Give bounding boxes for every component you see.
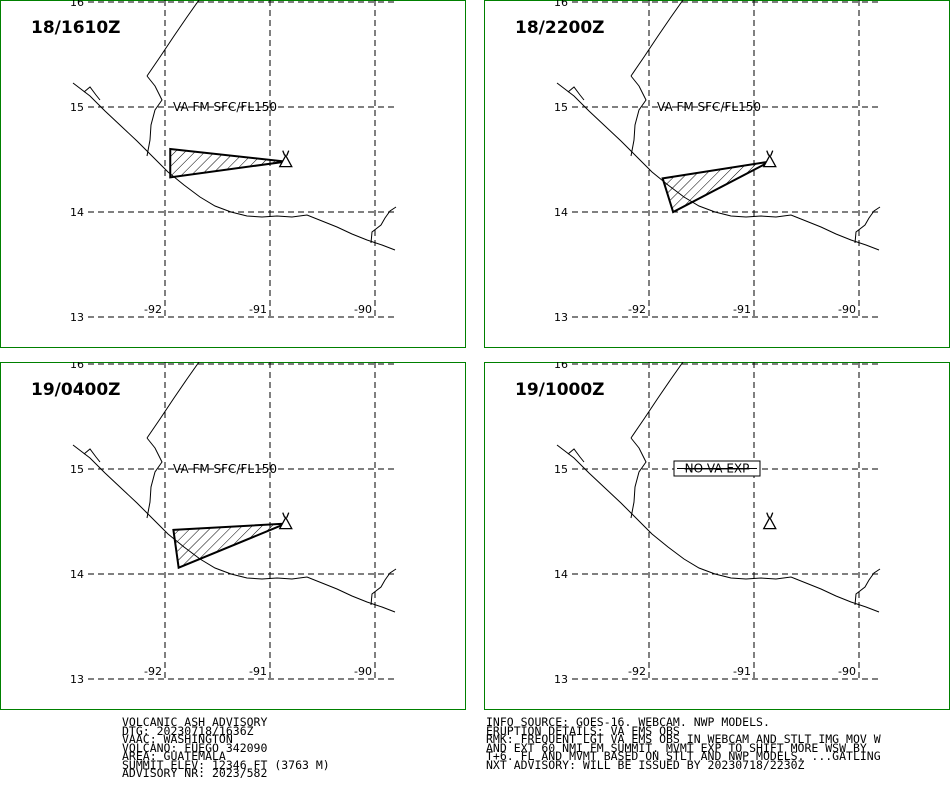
lat-label: 14 [70, 206, 84, 219]
lat-label: 13 [554, 311, 568, 324]
forecast-panel-1: 16 15 14 13 -92 -91 -90 VA FM SFC/FL150 18/1610Z [0, 0, 466, 348]
lon-label: -91 [733, 303, 751, 316]
advisory-remarks-block: INFO SOURCE: GOES-16. WEBCAM. NWP MODELS… [486, 715, 881, 772]
lat-label: 16 [70, 362, 84, 371]
lat-label: 15 [70, 463, 84, 476]
advisory-header-line: VOLCANIC ASH ADVISORY [122, 715, 268, 729]
advisory-header-line: VAAC: WASHINGTON [122, 732, 233, 746]
lon-label: -91 [249, 303, 267, 316]
coastline [556, 0, 881, 251]
advisory-header-block: VOLCANIC ASH ADVISORY DTG: 20230718/1636Z… [122, 715, 330, 780]
advisory-header-line: DTG: 20230718/1636Z [122, 723, 254, 738]
lat-label: 14 [554, 568, 568, 581]
panel-time-title: 18/2200Z [515, 18, 605, 38]
volcano-triangle-icon [278, 150, 293, 168]
coastline [72, 362, 397, 613]
advisory-remark-line: NXT ADVISORY: WILL BE ISSUED BY 20230718… [486, 757, 805, 772]
advisory-header-line: VOLCANO: FUEGO 342090 [122, 740, 268, 755]
lat-label: 13 [70, 311, 84, 324]
panel-time-title: 18/1610Z [31, 18, 121, 38]
lat-label: 13 [70, 673, 84, 686]
coastline [72, 0, 397, 251]
flight-level-label: VA FM SFC/FL150 [173, 462, 277, 476]
volcano-triangle-icon [762, 150, 777, 168]
panel-frame [0, 0, 466, 348]
forecast-panel-3: 16 15 14 13 -92 -91 -90 VA FM SFC/FL150 19/0400Z [0, 362, 466, 710]
advisory-header-line: ADVISORY NR: 2023/582 [122, 766, 268, 780]
coastline [556, 362, 881, 613]
panel-frame [0, 362, 466, 710]
lon-label: -90 [354, 665, 372, 678]
ash-cloud-polygon [661, 160, 771, 214]
lat-label: 14 [554, 206, 568, 219]
panel-frame [484, 362, 950, 710]
panel-time-title: 19/0400Z [31, 380, 121, 400]
advisory-remark-line: INFO SOURCE: GOES-16. WEBCAM. NWP MODELS… [486, 715, 770, 729]
advisory-remark-line: T+6. FL AND MVMT BASED ON STLT AND NWP M… [486, 749, 881, 763]
lon-label: -90 [838, 303, 856, 316]
advisory-header-line: AREA: GUATEMALA [122, 749, 226, 763]
lon-label: -90 [838, 665, 856, 678]
ash-cloud-polygon [169, 147, 286, 179]
lon-label: -92 [144, 665, 162, 678]
lat-label: 15 [70, 101, 84, 114]
panel-map: 16 15 14 13 -92 -91 -90 VA FM SFC/FL150 [0, 362, 466, 710]
panel-map: 16 15 14 13 -92 -91 -90 VA FM SFC/FL150 [484, 0, 950, 348]
advisory-remark-line: AND EXT 60 NMI FM SUMMIT. MVMT EXP TO SH… [486, 740, 867, 755]
lat-label: 14 [70, 568, 84, 581]
lon-label: -92 [144, 303, 162, 316]
lon-label: -91 [733, 665, 751, 678]
flight-level-label: VA FM SFC/FL150 [173, 100, 277, 114]
panel-map: 16 15 14 13 -92 -91 -90 VA FM SFC/FL150 [0, 0, 466, 348]
lon-label: -92 [628, 303, 646, 316]
ash-cloud-polygon [172, 522, 287, 570]
volcano-triangle-icon [762, 512, 777, 530]
flight-level-label: VA FM SFC/FL150 [657, 100, 761, 114]
lat-label: 16 [554, 362, 568, 371]
lat-label: 15 [554, 463, 568, 476]
volcano-triangle-icon [278, 512, 293, 530]
lat-lon-grid [572, 0, 882, 318]
panel-time-title: 19/1000Z [515, 380, 605, 400]
lat-label: 15 [554, 101, 568, 114]
advisory-remark-line: ERUPTION DETAILS: VA EMS OBS [486, 723, 680, 738]
forecast-panel-2: 16 15 14 13 -92 -91 -90 VA FM SFC/FL150 18/2200Z [484, 0, 950, 348]
lon-label: -90 [354, 303, 372, 316]
lon-label: -91 [249, 665, 267, 678]
lon-label: -92 [628, 665, 646, 678]
lat-label: 16 [70, 0, 84, 9]
lat-label: 13 [554, 673, 568, 686]
lat-label: 16 [554, 0, 568, 9]
lat-lon-grid [88, 362, 398, 680]
lat-lon-grid [88, 0, 398, 318]
forecast-panel-4: 16 15 14 13 -92 -91 -90 NO VA EXP 19/1000Z [484, 362, 950, 710]
advisory-header-line: SUMMIT ELEV: 12346 FT (3763 M) [122, 757, 330, 772]
lat-lon-grid [572, 362, 882, 680]
advisory-remark-line: RMK: FREQUENT LGT VA EMS OBS IN WEBCAM A… [486, 732, 881, 746]
